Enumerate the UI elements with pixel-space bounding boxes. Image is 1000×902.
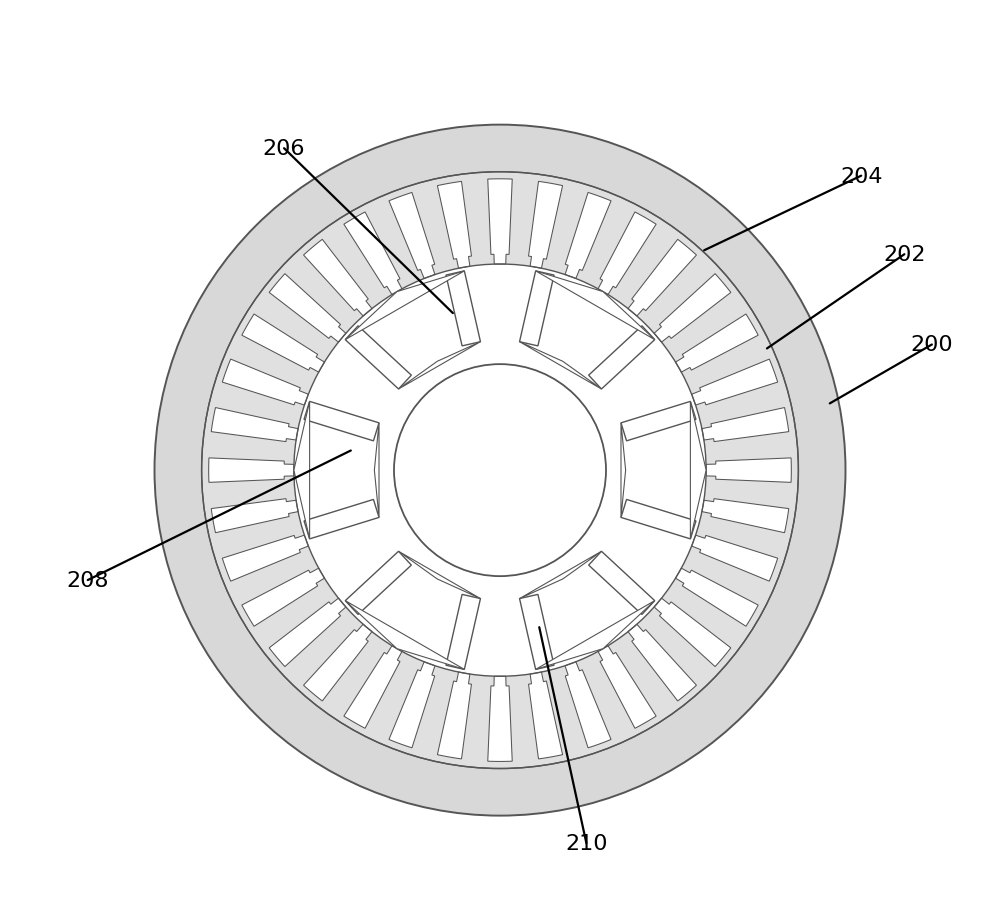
- Polygon shape: [211, 499, 298, 533]
- Polygon shape: [589, 552, 655, 615]
- Polygon shape: [304, 402, 379, 441]
- Polygon shape: [374, 423, 379, 518]
- Polygon shape: [446, 594, 480, 669]
- Text: 204: 204: [840, 167, 882, 187]
- Circle shape: [155, 125, 845, 815]
- Polygon shape: [621, 402, 696, 441]
- Polygon shape: [520, 552, 601, 599]
- Polygon shape: [702, 499, 789, 533]
- Polygon shape: [437, 672, 471, 759]
- Text: 208: 208: [67, 570, 109, 591]
- Polygon shape: [628, 624, 696, 701]
- Polygon shape: [211, 408, 298, 442]
- Text: 206: 206: [263, 139, 305, 159]
- Polygon shape: [621, 500, 696, 539]
- Polygon shape: [692, 360, 778, 406]
- Circle shape: [202, 172, 798, 769]
- Text: 210: 210: [565, 833, 608, 853]
- Polygon shape: [676, 568, 758, 627]
- Text: 200: 200: [911, 336, 953, 355]
- Polygon shape: [598, 213, 656, 295]
- Polygon shape: [529, 672, 563, 759]
- Polygon shape: [488, 676, 512, 761]
- Polygon shape: [598, 646, 656, 729]
- Polygon shape: [536, 601, 655, 669]
- Polygon shape: [692, 536, 778, 582]
- Polygon shape: [389, 193, 435, 280]
- Polygon shape: [345, 327, 411, 390]
- Polygon shape: [389, 662, 435, 748]
- Polygon shape: [565, 193, 611, 280]
- Polygon shape: [676, 315, 758, 373]
- Circle shape: [294, 264, 706, 676]
- Polygon shape: [344, 213, 402, 295]
- Polygon shape: [536, 272, 655, 340]
- Polygon shape: [690, 402, 706, 539]
- Polygon shape: [520, 343, 601, 390]
- Polygon shape: [437, 182, 471, 269]
- Polygon shape: [654, 599, 731, 667]
- Polygon shape: [654, 274, 731, 343]
- Polygon shape: [222, 536, 308, 582]
- Polygon shape: [222, 360, 308, 406]
- Polygon shape: [399, 552, 480, 599]
- Polygon shape: [304, 624, 372, 701]
- Polygon shape: [242, 568, 324, 627]
- Polygon shape: [304, 500, 379, 539]
- Polygon shape: [706, 458, 791, 483]
- Polygon shape: [269, 599, 346, 667]
- Polygon shape: [269, 274, 346, 343]
- Polygon shape: [565, 662, 611, 748]
- Polygon shape: [304, 240, 372, 317]
- Circle shape: [202, 172, 798, 769]
- Polygon shape: [589, 327, 655, 390]
- Polygon shape: [702, 408, 789, 442]
- Polygon shape: [488, 179, 512, 265]
- Polygon shape: [628, 240, 696, 317]
- Polygon shape: [242, 315, 324, 373]
- Polygon shape: [520, 594, 554, 669]
- Polygon shape: [294, 402, 310, 539]
- Polygon shape: [345, 552, 411, 615]
- Polygon shape: [345, 601, 464, 669]
- Polygon shape: [209, 458, 294, 483]
- Polygon shape: [520, 272, 554, 346]
- Polygon shape: [345, 272, 464, 340]
- Polygon shape: [446, 272, 480, 346]
- Polygon shape: [529, 182, 563, 269]
- Circle shape: [394, 364, 606, 576]
- Polygon shape: [344, 646, 402, 729]
- Text: 202: 202: [883, 245, 926, 265]
- Polygon shape: [621, 423, 626, 518]
- Polygon shape: [399, 343, 480, 390]
